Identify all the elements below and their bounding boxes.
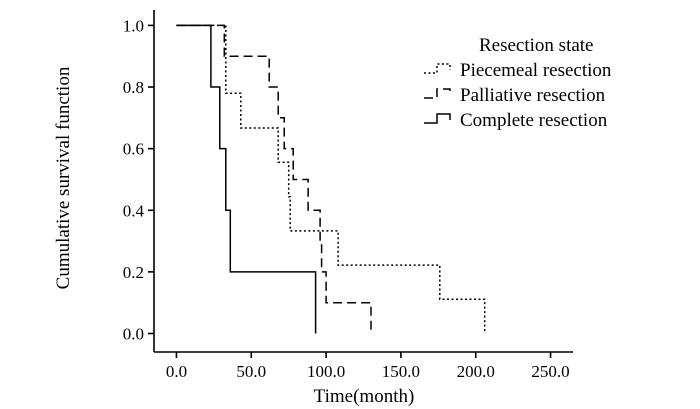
legend-title: Resection state — [479, 35, 594, 56]
legend-label: Piecemeal resection — [460, 60, 612, 81]
y-tick-label: 0.4 — [123, 201, 145, 220]
survival-curves — [176, 24, 486, 334]
legend-symbol — [424, 113, 451, 124]
legend-label: Palliative resection — [460, 85, 606, 106]
legend-item: Piecemeal resection — [424, 60, 612, 81]
series-line-complete-resection — [176, 24, 317, 334]
legend-symbol — [424, 88, 451, 99]
tick-group: 0.0 0.2 0.4 0.6 0.8 1.0 0.0 50.0 100.0 150.0 200.0… — [123, 16, 570, 381]
y-tick-label: 0.8 — [123, 78, 144, 97]
y-tick-label: 0.6 — [123, 140, 144, 159]
legend-item: Complete resection — [424, 110, 608, 131]
x-tick-label: 250.0 — [531, 362, 569, 381]
legend-symbol — [424, 63, 451, 74]
x-tick-label: 0.0 — [166, 362, 187, 381]
x-axis-title: Time(month) — [314, 386, 415, 407]
legend-label: Complete resection — [460, 110, 608, 131]
series-line-piecemeal-resection — [176, 24, 486, 334]
x-tick-label: 150.0 — [382, 362, 420, 381]
y-tick-label: 1.0 — [123, 16, 144, 35]
y-tick-label: 0.2 — [123, 263, 144, 282]
x-tick-label: 200.0 — [457, 362, 495, 381]
legend-item: Palliative resection — [424, 85, 606, 106]
x-tick-label: 50.0 — [236, 362, 266, 381]
y-axis-title: Cumulative survival function — [53, 66, 74, 289]
legend: Resection state Piecemeal resection Palli… — [424, 35, 612, 131]
y-tick-label: 0.0 — [123, 325, 144, 344]
x-tick-label: 100.0 — [307, 362, 345, 381]
series-line-palliative-resection — [176, 24, 372, 334]
axes — [153, 10, 573, 353]
